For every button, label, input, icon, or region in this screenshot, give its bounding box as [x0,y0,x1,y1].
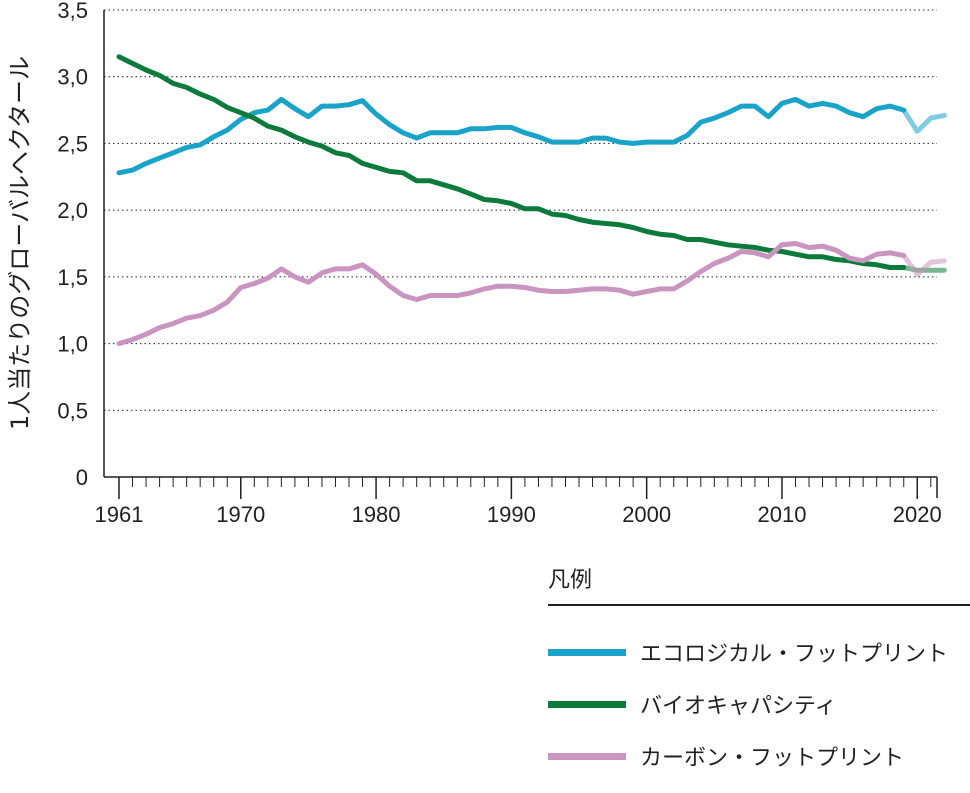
x-tick-label: 1990 [487,502,536,527]
y-tick-label: 1,0 [57,332,88,357]
x-tick-label: 2020 [893,502,942,527]
series-projection-carbon-footprint [901,253,947,277]
series-line-carbon-footprint [116,241,907,347]
x-tick-label: 2000 [622,502,671,527]
x-tick-label: 1961 [95,502,144,527]
y-tick-label: 2,5 [57,131,88,156]
x-tick-labels: 1961 1970 1980 1990 2000 2010 2020 [95,502,942,527]
series-projection-ecological-footprint [901,107,947,134]
y-axis-label: 1人当たりのグローバルヘクタール [6,56,34,430]
x-tick-label: 1980 [352,502,401,527]
y-tick-label: 2,0 [57,198,88,223]
legend-item-carbon-footprint: カーボン・フットプリント [548,730,970,782]
legend-label-carbon-footprint: カーボン・フットプリント [640,746,905,771]
axes [103,10,938,499]
series-lines [116,54,947,347]
y-tick-label: 3,5 [57,0,88,23]
legend: 凡例 エコロジカル・フットプリント バイオキャパシティ カーボン・フットプリント [548,566,970,782]
legend-swatch-biocapacity [548,700,626,708]
legend-item-ecological-footprint: エコロジカル・フットプリント [548,626,970,678]
x-tick-label: 2010 [757,502,806,527]
x-tick-label: 1970 [216,502,265,527]
gridlines [104,9,937,411]
y-tick-labels: 0 0,5 1,0 1,5 2,0 2,5 3,0 3,5 [57,0,88,490]
legend-item-biocapacity: バイオキャパシティ [548,678,970,730]
legend-swatch-carbon-footprint [548,752,626,760]
legend-label-ecological-footprint: エコロジカル・フットプリント [640,642,949,667]
y-tick-label: 0 [76,465,88,490]
legend-swatch-ecological-footprint [548,648,626,656]
y-tick-label: 0,5 [57,398,88,423]
line-chart: 0 0,5 1,0 1,5 2,0 2,5 3,0 3,5 1961 1970 1980 1990 2… [6,0,947,527]
legend-title: 凡例 [548,568,593,593]
y-tick-label: 3,0 [57,65,88,90]
y-tick-label: 1,5 [57,265,88,290]
series-line-biocapacity [116,54,907,270]
legend-divider [548,604,970,606]
legend-label-biocapacity: バイオキャパシティ [640,694,837,719]
